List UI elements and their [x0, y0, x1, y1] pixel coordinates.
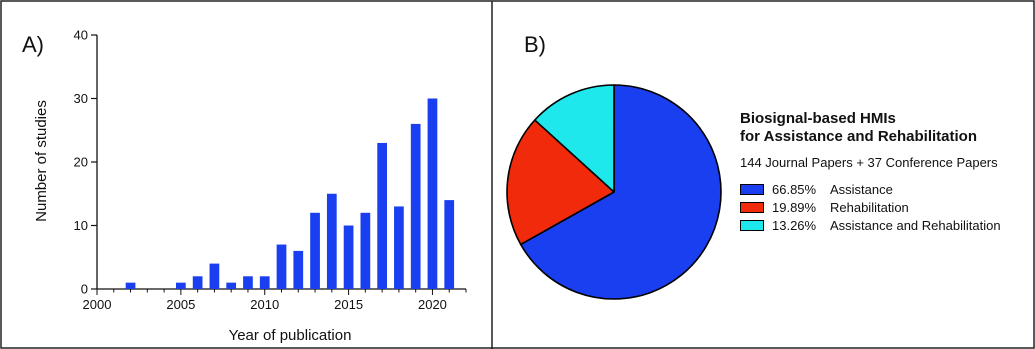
x-tick-label: 2005	[166, 297, 195, 312]
pie-legend-list: 66.85% Assistance 19.89% Rehabilitation …	[740, 180, 1030, 234]
panel-a-label: A)	[22, 32, 44, 57]
legend-label-rehabilitation: Rehabilitation	[830, 199, 909, 215]
bar-2014	[326, 193, 337, 289]
bar-2011	[276, 244, 287, 289]
x-tick-label: 2020	[418, 297, 447, 312]
bar-2019	[410, 123, 421, 290]
bar-2018	[394, 206, 404, 289]
legend-label-assistance: Assistance	[830, 181, 893, 197]
pie-chart-slices	[506, 84, 722, 300]
bar-2012	[293, 250, 304, 289]
pie-slice-assistance-and-rehabilitation	[534, 84, 615, 193]
y-tick-label: 10	[74, 218, 88, 233]
bar-2021	[444, 200, 455, 289]
legend-swatch-assistance-and-rehabilitation	[740, 219, 764, 231]
bar-2005	[175, 282, 186, 289]
y-axis-label: Number of studies	[33, 100, 50, 222]
legend-label-assistance-and-rehabilitation: Assistance and Rehabilitation	[830, 217, 1001, 233]
pie-legend: Biosignal-based HMIs for Assistance and …	[740, 110, 1030, 234]
legend-pct-rehabilitation: 19.89%	[772, 199, 817, 215]
pie-slice-rehabilitation	[506, 119, 615, 246]
bar-2015	[343, 225, 354, 289]
bar-2006	[192, 276, 203, 289]
x-tick-label: 2000	[83, 297, 112, 312]
pie-title-line-2: for Assistance and Rehabilitation	[740, 128, 977, 145]
bar-chart-axes: 0 10 20 30 40 2000 2005 2010 2015 2020	[74, 28, 467, 312]
bar-2009	[243, 276, 253, 289]
bar-2007	[209, 263, 220, 289]
bar-2017	[377, 142, 388, 289]
bar-2002	[125, 282, 136, 289]
legend-pct-assistance: 66.85%	[772, 181, 817, 197]
bar-2010	[259, 276, 270, 289]
legend-swatch-assistance	[740, 183, 764, 195]
x-tick-label: 2010	[250, 297, 279, 312]
legend-pct-assistance-and-rehabilitation: 13.26%	[772, 217, 817, 233]
y-tick-label: 30	[74, 91, 88, 106]
x-axis-label: Year of publication	[229, 327, 352, 344]
pie-subtitle: 144 Journal Papers + 37 Conference Paper…	[740, 155, 998, 170]
bar-2013	[310, 212, 320, 289]
bar-chart: 0 10 20 30 40 2000 2005 2010 2015 2020 Number of …	[33, 28, 467, 344]
y-tick-label: 40	[74, 28, 88, 43]
legend-entry-assistance: 66.85% Assistance	[740, 180, 1030, 198]
pie-slice-assistance	[519, 84, 722, 300]
pie-title-line-1: Biosignal-based HMIs	[740, 110, 896, 127]
bar-chart-bars	[125, 98, 455, 290]
legend-entry-assistance-and-rehabilitation: 13.26% Assistance and Rehabilitation	[740, 216, 1030, 234]
bar-2020	[427, 98, 438, 289]
x-tick-label: 2015	[334, 297, 363, 312]
bar-2008	[226, 282, 237, 289]
y-tick-label: 20	[74, 155, 88, 170]
panel-b-label: B)	[524, 32, 546, 57]
y-tick-label: 0	[81, 282, 88, 297]
legend-entry-rehabilitation: 19.89% Rehabilitation	[740, 198, 1030, 216]
legend-swatch-rehabilitation	[740, 201, 764, 213]
bar-2016	[360, 212, 371, 289]
